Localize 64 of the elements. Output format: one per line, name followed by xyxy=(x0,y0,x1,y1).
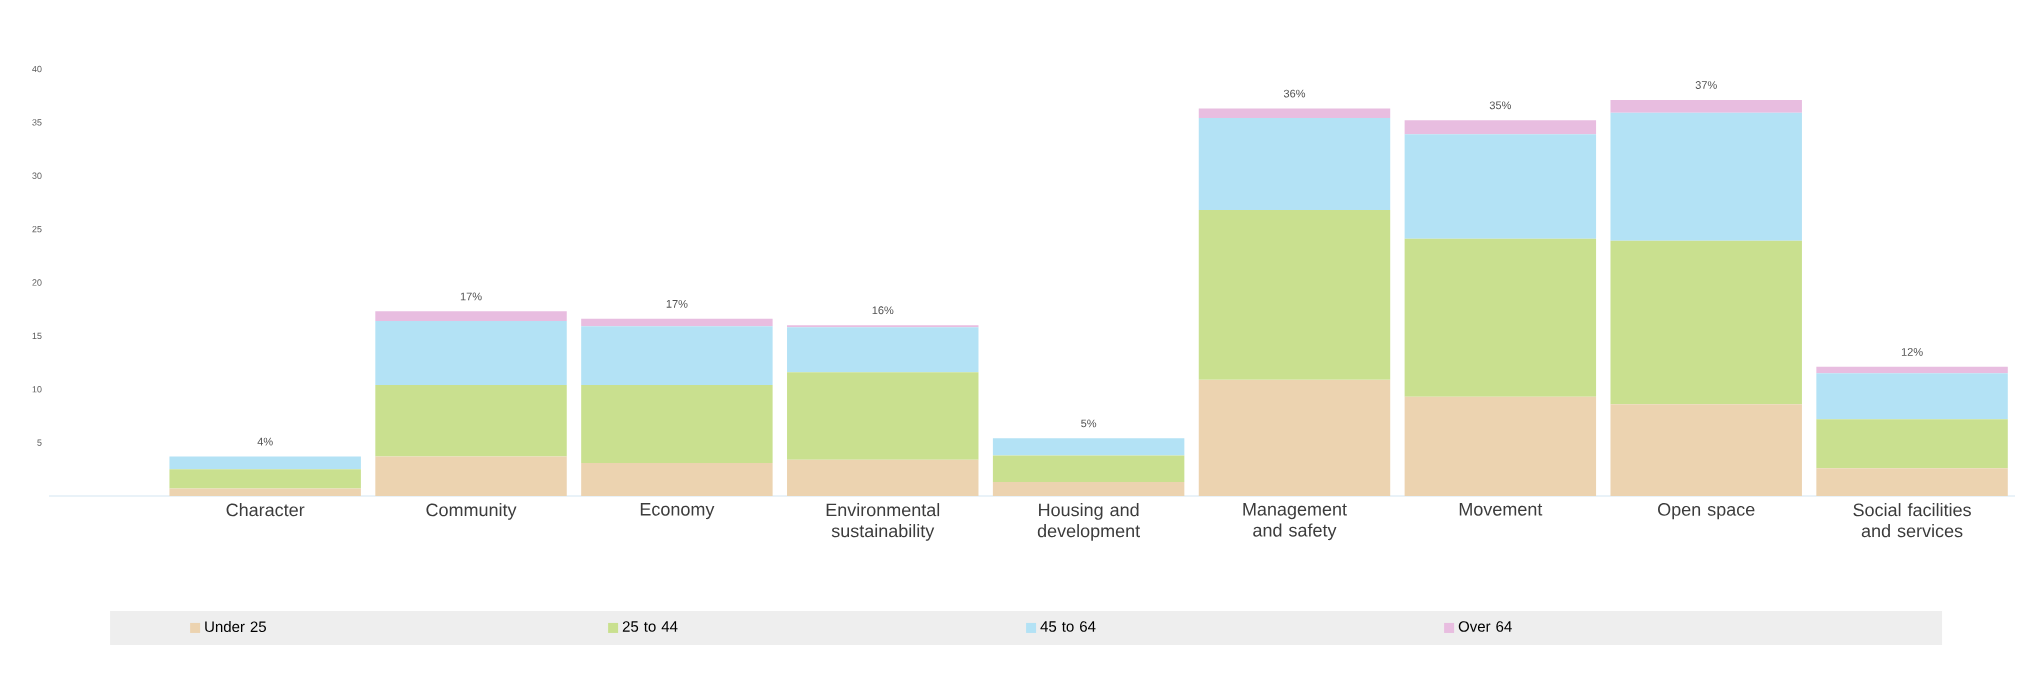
y-tick-label: 35 xyxy=(32,119,42,126)
total-label: 16% xyxy=(872,306,894,315)
bar xyxy=(581,384,773,463)
y-tick-label: 15 xyxy=(32,332,42,340)
bar xyxy=(1610,240,1802,405)
bar xyxy=(1816,366,2008,374)
x-tick-label: Community xyxy=(426,503,517,520)
bar xyxy=(1198,108,1391,119)
bar xyxy=(581,318,773,327)
bar xyxy=(169,469,361,489)
bar xyxy=(1816,373,2008,420)
x-tick-label: Housing and development xyxy=(1037,503,1140,541)
bar xyxy=(1610,99,1802,113)
bar xyxy=(1816,468,2008,496)
total-label: 4% xyxy=(257,437,273,446)
bar xyxy=(992,438,1185,456)
x-tick-label: Environmental sustainability xyxy=(826,503,940,541)
y-tick-label: 20 xyxy=(32,279,42,286)
total-label: 12% xyxy=(1901,348,1923,356)
x-tick-label: Management and safety xyxy=(1243,503,1347,541)
bar xyxy=(581,326,773,385)
bar xyxy=(1198,209,1391,380)
y-tick-label: 30 xyxy=(32,172,42,179)
bar xyxy=(375,311,567,321)
bar xyxy=(1404,134,1597,239)
y-tick-label: 5 xyxy=(37,439,42,446)
total-label: 17% xyxy=(666,300,688,308)
bar xyxy=(1610,404,1802,496)
total-label: 35% xyxy=(1489,101,1511,110)
bar xyxy=(787,327,979,373)
y-tick-label: 25 xyxy=(32,225,42,233)
bar xyxy=(375,320,567,385)
bar xyxy=(787,372,979,460)
bar xyxy=(787,459,979,496)
bar xyxy=(1198,118,1391,210)
x-tick-label: Open space xyxy=(1658,503,1755,520)
bar xyxy=(1404,238,1597,397)
legend-label: 45 to 64 xyxy=(1040,621,1096,632)
bar xyxy=(1816,419,2008,469)
y-tick-label: 10 xyxy=(32,386,42,393)
total-label: 37% xyxy=(1695,81,1717,89)
bar xyxy=(1610,112,1802,241)
bar xyxy=(992,482,1185,496)
bar xyxy=(375,456,567,496)
bar xyxy=(375,384,567,457)
total-label: 5% xyxy=(1081,419,1097,428)
x-tick-label: Social facilities and services xyxy=(1853,503,1971,538)
x-tick-label: Character xyxy=(226,503,305,517)
bar xyxy=(169,456,361,470)
x-tick-label: Economy xyxy=(640,503,715,520)
legend-label: 25 to 44 xyxy=(622,621,678,632)
legend-label: Under 25 xyxy=(205,621,266,633)
legend-label: Over 64 xyxy=(1458,621,1512,632)
bar xyxy=(1198,379,1391,496)
total-label: 17% xyxy=(460,292,482,301)
bar xyxy=(169,488,361,496)
y-tick-label: 40 xyxy=(32,65,42,73)
bar xyxy=(1404,396,1597,496)
bar xyxy=(787,325,979,328)
bar xyxy=(992,455,1185,483)
bar xyxy=(581,462,773,496)
x-tick-label: Movement xyxy=(1459,503,1543,516)
total-label: 36% xyxy=(1283,89,1306,98)
bar xyxy=(1404,120,1597,135)
